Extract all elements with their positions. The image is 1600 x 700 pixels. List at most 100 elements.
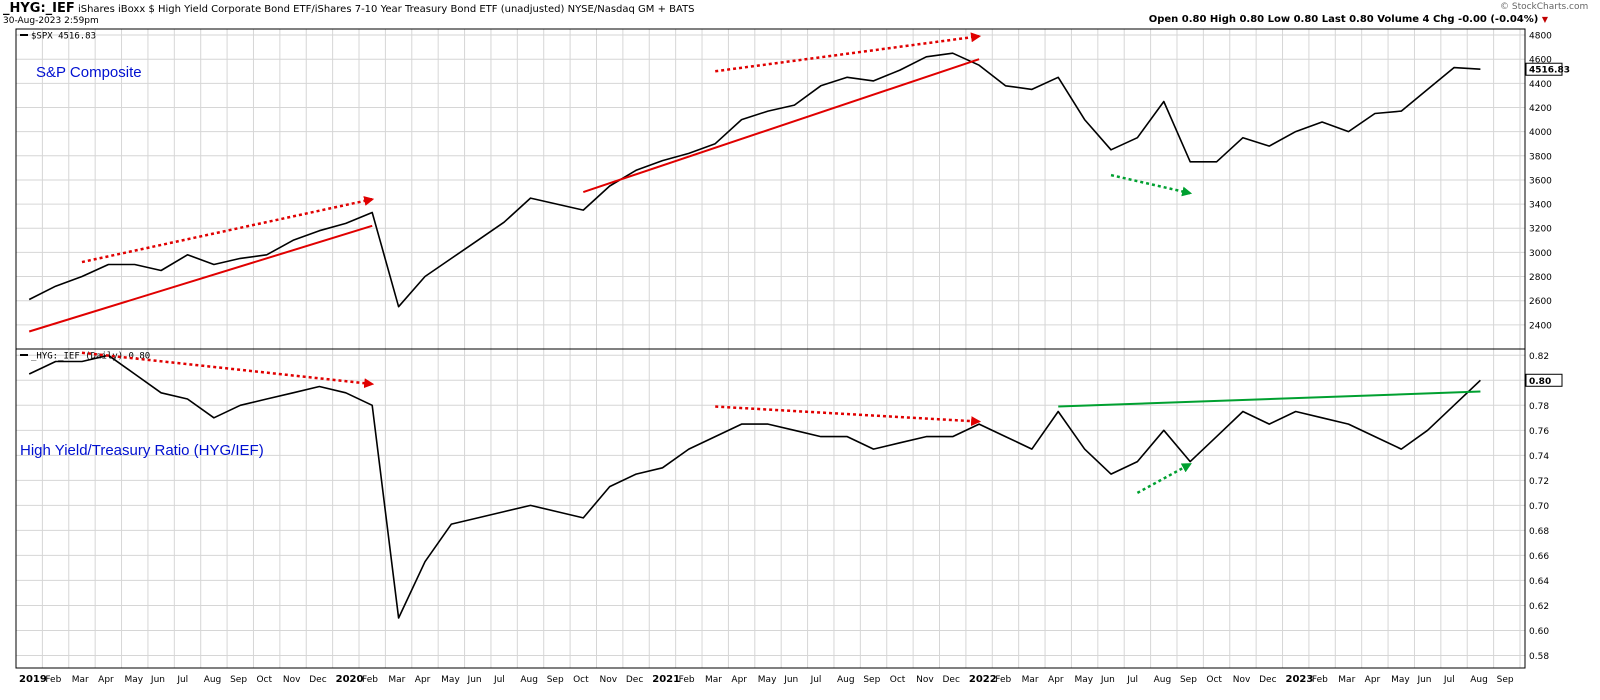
x-tick-label: Nov	[916, 675, 934, 685]
spx-line	[28, 52, 1481, 308]
x-tick-label: Jun	[1416, 675, 1431, 685]
x-tick-label: Aug	[1470, 675, 1488, 685]
trend-arrow	[1110, 173, 1193, 197]
y-tick-label: 0.70	[1529, 502, 1549, 512]
x-tick-label: Jul	[1126, 675, 1138, 685]
y-tick-label: 3200	[1529, 225, 1552, 235]
x-tick-label: Mar	[72, 675, 89, 685]
x-tick-label: Sep	[547, 675, 564, 685]
panel-annotation: High Yield/Treasury Ratio (HYG/IEF)	[20, 442, 264, 459]
y-tick-label: 0.66	[1529, 552, 1549, 562]
y-tick-label: 2600	[1529, 297, 1552, 307]
y-tick-label: 0.64	[1529, 577, 1549, 587]
panel-annotation: S&P Composite	[36, 64, 142, 81]
x-tick-label: Oct	[1206, 675, 1222, 685]
y-tick-label: 2400	[1529, 321, 1552, 331]
panel-frame	[15, 348, 1526, 669]
x-tick-label: Sep	[863, 675, 880, 685]
y-tick-label: 0.68	[1529, 527, 1549, 537]
y-tick-label: 0.76	[1529, 427, 1549, 437]
y-tick-label: 0.78	[1529, 402, 1549, 412]
x-tick-label: Apr	[415, 675, 431, 685]
x-tick-label: Aug	[837, 675, 855, 685]
y-tick-label: 0.58	[1529, 652, 1549, 662]
trendline	[1058, 390, 1481, 408]
x-tick-label: Jul	[1443, 675, 1455, 685]
x-tick-label: Apr	[98, 675, 114, 685]
x-tick-label: Jun	[467, 675, 482, 685]
x-tick-label: Jul	[176, 675, 188, 685]
trendline	[582, 58, 980, 193]
x-tick-label: Sep	[1497, 675, 1514, 685]
x-tick-label: Aug	[204, 675, 222, 685]
x-tick-label: May	[758, 675, 777, 685]
x-tick-label: Apr	[731, 675, 747, 685]
x-tick-label: Feb	[1312, 675, 1328, 685]
x-tick-label: Jun	[150, 675, 165, 685]
y-tick-label: 0.60	[1529, 627, 1549, 637]
symbol-label: _HYG:_IEF	[3, 1, 75, 16]
source-credit: © StockCharts.com	[1500, 2, 1589, 12]
x-tick-label: Sep	[230, 675, 247, 685]
x-tick-label: May	[1391, 675, 1410, 685]
y-tick-label: 3600	[1529, 176, 1552, 186]
y-tick-label: 2800	[1529, 273, 1552, 283]
down-arrow-icon: ▼	[1541, 15, 1548, 24]
x-tick-label: Oct	[256, 675, 272, 685]
x-tick-label: Apr	[1048, 675, 1064, 685]
last-value-badge	[1525, 62, 1563, 76]
x-tick-label: Dec	[309, 675, 326, 685]
quote-summary: Open 0.80 High 0.80 Low 0.80 Last 0.80 V…	[1149, 14, 1548, 25]
x-tick-label: Jul	[810, 675, 822, 685]
y-tick-label: 4800	[1529, 32, 1552, 42]
last-value-label: 0.80	[1529, 377, 1551, 387]
y-tick-label: 4600	[1529, 56, 1552, 66]
trend-arrow	[1136, 462, 1192, 494]
x-tick-label: Oct	[890, 675, 906, 685]
x-tick-label: Jul	[493, 675, 505, 685]
y-tick-label: 4000	[1529, 128, 1552, 138]
x-tick-label: Jun	[783, 675, 798, 685]
x-tick-label: Aug	[520, 675, 538, 685]
x-tick-label: Mar	[388, 675, 405, 685]
trend-arrow	[81, 196, 375, 264]
x-tick-label: 2020	[336, 674, 364, 685]
x-tick-label: Dec	[943, 675, 960, 685]
x-tick-label: 2022	[969, 674, 997, 685]
trendline	[28, 224, 373, 333]
x-tick-label: May	[1074, 675, 1093, 685]
x-tick-label: Nov	[599, 675, 617, 685]
x-tick-label: May	[125, 675, 144, 685]
y-tick-label: 0.74	[1529, 452, 1549, 462]
y-tick-label: 3400	[1529, 201, 1552, 211]
chart-title: _HYG:_IEF iShares iBoxx $ High Yield Cor…	[3, 1, 695, 16]
last-value-label: 4516.83	[1529, 66, 1570, 76]
y-tick-label: 0.72	[1529, 477, 1549, 487]
trend-arrow	[715, 32, 982, 73]
x-tick-label: Mar	[705, 675, 722, 685]
x-tick-label: Nov	[283, 675, 301, 685]
legend-label: $SPX 4516.83	[31, 32, 96, 42]
y-tick-label: 4200	[1529, 104, 1552, 114]
chart-date: 30-Aug-2023 2:59pm	[3, 16, 99, 26]
x-tick-label: Oct	[573, 675, 589, 685]
x-tick-label: 2019	[19, 674, 47, 685]
y-tick-label: 4400	[1529, 80, 1552, 90]
x-tick-label: Feb	[362, 675, 378, 685]
x-tick-label: Mar	[1022, 675, 1039, 685]
y-tick-label: 0.62	[1529, 602, 1549, 612]
symbol-description: iShares iBoxx $ High Yield Corporate Bon…	[77, 4, 695, 15]
trend-arrow	[81, 351, 375, 389]
x-tick-label: Feb	[679, 675, 695, 685]
x-tick-label: Apr	[1365, 675, 1381, 685]
last-value-badge	[1525, 373, 1563, 387]
x-tick-label: Sep	[1180, 675, 1197, 685]
x-tick-label: Jun	[1100, 675, 1115, 685]
x-tick-label: Dec	[1259, 675, 1276, 685]
chart-header: _HYG:_IEF iShares iBoxx $ High Yield Cor…	[0, 0, 1588, 30]
y-tick-label: 0.82	[1529, 352, 1549, 362]
quote-values: Open 0.80 High 0.80 Low 0.80 Last 0.80 V…	[1148, 14, 1539, 25]
x-tick-label: Dec	[626, 675, 643, 685]
x-tick-label: Aug	[1154, 675, 1172, 685]
